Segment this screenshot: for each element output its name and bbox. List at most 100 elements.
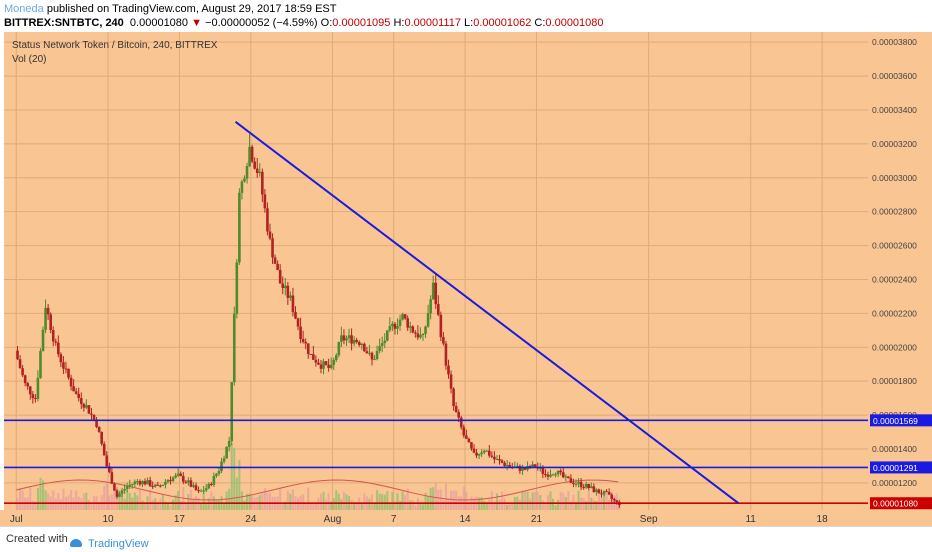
volume-bar (87, 499, 90, 510)
chart-title: Status Network Token / Bitcoin, 240, BIT… (12, 40, 218, 51)
price-axis-svg[interactable]: 0.000012000.000014000.000016000.00001800… (868, 32, 932, 537)
last-price: 0.00001080 (129, 17, 189, 29)
volume-bar (391, 491, 394, 510)
candle-body (347, 335, 351, 339)
volume-bar (409, 500, 412, 510)
plot-area[interactable]: Status Network Token / Bitcoin, 240, BIT… (4, 32, 868, 510)
time-tick-label: Aug (324, 514, 342, 525)
price-change: −0.00000052 (−4.59%) (205, 17, 318, 29)
volume-bar (544, 504, 547, 510)
volume-bar (552, 498, 555, 510)
close-label: C: (534, 17, 546, 29)
candle-body (477, 453, 481, 456)
time-tick-label: 10 (102, 514, 114, 525)
candle-body (505, 464, 509, 467)
candle-body (36, 377, 40, 399)
volume-bar (536, 491, 539, 510)
candle-body (414, 332, 417, 334)
price-badge (870, 414, 932, 427)
tradingview-logo[interactable]: TradingView (70, 534, 166, 550)
volume-bar (314, 502, 317, 510)
volume-bar (416, 498, 419, 510)
author-link[interactable]: Moneda (4, 3, 44, 15)
candle-body (166, 480, 170, 482)
candle-body (102, 443, 106, 456)
time-tick-label: 7 (391, 514, 397, 525)
candle-body (85, 405, 88, 408)
grid (4, 32, 868, 510)
volume-bar (518, 499, 521, 510)
drawn-lines[interactable] (4, 121, 868, 505)
candle-body (452, 388, 455, 407)
candle-body (100, 431, 103, 444)
price-tick-label: 0.00002400 (872, 274, 917, 284)
volume-bar (386, 491, 389, 510)
candle-body (498, 458, 501, 461)
candle-body (207, 483, 211, 489)
candle-body (248, 146, 251, 167)
candle-body (521, 467, 524, 471)
candle-body (148, 480, 152, 487)
volume-bar (192, 499, 195, 510)
close-value: 0.00001080 (545, 17, 604, 29)
volume-bar (144, 502, 147, 510)
candle-body (431, 282, 435, 300)
volume-bar (577, 490, 580, 510)
price-chart[interactable]: Status Network Token / Bitcoin, 240, BIT… (4, 32, 868, 510)
volume-bar (488, 499, 491, 510)
volume-legend: Vol (20) (12, 54, 46, 65)
volume-ma-line (16, 479, 619, 501)
price-tick-label: 0.00002000 (872, 342, 917, 352)
candle-body (92, 414, 96, 420)
time-axis-svg[interactable]: Jul 10 17 24 Aug 7 14 21 Sep 11 18 (0, 510, 932, 526)
time-tick-label: Jul (10, 514, 23, 525)
volume-bar (330, 501, 333, 510)
volume-bar (608, 499, 611, 510)
volume-bar (429, 487, 432, 510)
candle-body (465, 435, 468, 439)
ohlc-line: BITTREX:SNTBTC, 240 0.00001080 ▼ −0.0000… (4, 17, 604, 29)
candle-body (115, 490, 119, 497)
time-axis[interactable]: Jul 10 17 24 Aug 7 14 21 Sep 11 18 (0, 510, 932, 526)
low-label: L: (464, 17, 474, 29)
candle-body (44, 307, 47, 330)
candle-body (118, 493, 121, 497)
volume-bar (450, 491, 453, 510)
volume-bar (34, 501, 37, 510)
candle-body (490, 455, 494, 457)
candle-body (403, 314, 407, 319)
volume-bar (103, 485, 106, 510)
candle-body (567, 476, 570, 479)
volume-bar (355, 502, 358, 510)
candle-body (72, 386, 75, 392)
price-tick-label: 0.00002600 (872, 241, 917, 251)
volume-bar (508, 502, 511, 510)
candles (16, 134, 621, 509)
candle-body (610, 494, 614, 499)
price-axis[interactable]: 0.000012000.000014000.000016000.00001800… (868, 32, 932, 537)
candle-body (215, 473, 218, 476)
candle-body (273, 257, 277, 264)
candle-body (470, 442, 473, 449)
candle-body (607, 491, 611, 495)
candle-body (503, 462, 506, 467)
tradingview-cloud-icon (70, 538, 82, 547)
volume-bar (307, 487, 310, 510)
candle-body (110, 472, 114, 484)
candle-body (187, 480, 190, 483)
volume-bar (70, 490, 73, 510)
candle-body (34, 398, 37, 400)
time-tick-label: 21 (531, 514, 543, 525)
candle-body (271, 238, 274, 258)
volume-bar (381, 494, 384, 510)
volume-bar (353, 501, 356, 510)
volume-bar (363, 493, 366, 510)
candle-body (289, 295, 292, 298)
candle-body (46, 307, 50, 315)
volume-bar (529, 498, 532, 510)
candle-body (541, 467, 545, 475)
candle-body (283, 285, 287, 288)
volume-bar (554, 505, 557, 510)
volume-bar (19, 488, 22, 510)
volume-bar (452, 490, 455, 510)
